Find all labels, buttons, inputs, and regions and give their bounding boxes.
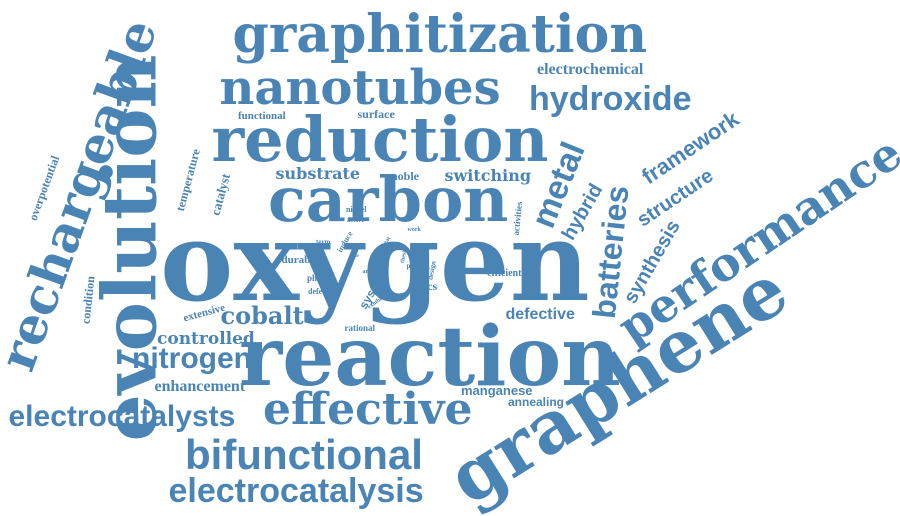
word-rational: rational <box>344 322 376 333</box>
word-area: area <box>362 269 374 275</box>
word-work: work <box>407 227 421 233</box>
word-defective: defective <box>505 306 575 323</box>
word-manganese: manganese <box>461 382 533 398</box>
word-surface: surface <box>357 107 395 121</box>
word-cost: cost <box>371 253 381 259</box>
word-hydroxide: hydroxide <box>529 80 692 118</box>
word-nickel: nickel <box>346 205 367 214</box>
word-reaction: reaction <box>239 309 621 405</box>
word-substrate: substrate <box>275 164 361 183</box>
word-graphitization: graphitization <box>232 4 648 65</box>
word-scncs: scncs <box>410 279 438 293</box>
word-term: term <box>316 237 331 246</box>
word-reduction: reduction <box>211 103 549 176</box>
word-noble: noble <box>391 169 420 183</box>
word-durable: durable <box>281 253 319 266</box>
word-functional: functional <box>238 109 286 122</box>
word-oxygen: oxygen <box>160 197 590 326</box>
word-pore: pore <box>406 261 420 270</box>
word-switching: switching <box>444 166 532 185</box>
word-electrocatalysts: electrocatalysts <box>8 400 236 433</box>
word-enhancement: enhancement <box>154 378 246 395</box>
word-nitrogen: nitrogen <box>132 342 252 375</box>
word-electrochemical: electrochemical <box>537 61 644 78</box>
word-electrocatalysis: electrocatalysis <box>168 472 424 510</box>
word-carbon: carbon <box>268 163 509 236</box>
word-efficient: efficient <box>487 268 522 279</box>
word-bifunctional: bifunctional <box>185 431 423 478</box>
word-active: active <box>347 215 365 224</box>
word-defect: defect <box>308 287 329 296</box>
word-phase: phase <box>307 272 330 283</box>
word-effective: effective <box>263 384 473 435</box>
word-site: site <box>351 253 359 259</box>
word-annealing: annealing <box>508 395 565 409</box>
word-controlled: controlled <box>157 328 255 349</box>
word-cobalt: cobalt <box>220 301 304 330</box>
word-nanotubes: nanotubes <box>219 60 501 116</box>
